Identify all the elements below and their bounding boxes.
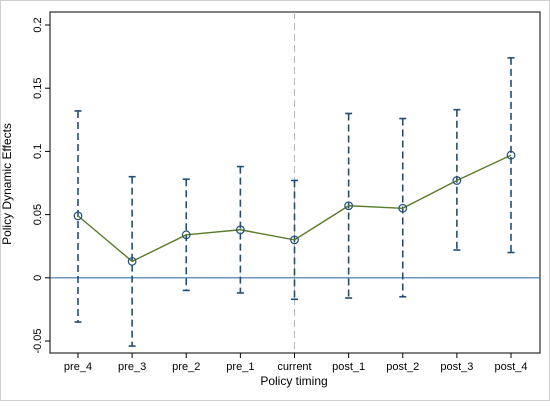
- data-point: [506, 150, 516, 160]
- data-point: [398, 203, 408, 213]
- data-point: [452, 176, 462, 185]
- y-tick-label: 0: [32, 275, 44, 281]
- x-tick-label: post_1: [332, 361, 365, 373]
- x-tick-label: pre_3: [118, 361, 146, 373]
- x-tick-label: post_3: [440, 361, 473, 373]
- y-tick-label: 0.1: [32, 144, 44, 159]
- data-point: [181, 230, 191, 240]
- y-tick-label: 0.05: [32, 204, 44, 225]
- estimate-line: [77, 154, 512, 263]
- x-tick-label: post_2: [386, 361, 419, 373]
- y-tick-label: 0.2: [32, 17, 44, 32]
- x-tick-label: pre_1: [226, 361, 254, 373]
- data-point: [344, 201, 354, 211]
- x-tick-label: pre_2: [172, 361, 200, 373]
- x-tick-label: current: [277, 361, 311, 373]
- data-point: [127, 256, 137, 266]
- y-axis-label: Policy Dynamic Effects: [0, 123, 14, 245]
- y-tick-label: 0.15: [32, 77, 44, 98]
- x-tick-label: pre_4: [64, 361, 92, 373]
- data-point: [290, 235, 299, 245]
- y-tick-label: -0.05: [32, 328, 44, 353]
- data-point: [73, 211, 83, 221]
- x-tick-label: post_4: [494, 361, 527, 373]
- data-point: [235, 225, 245, 235]
- x-axis-label: Policy timing: [260, 374, 327, 388]
